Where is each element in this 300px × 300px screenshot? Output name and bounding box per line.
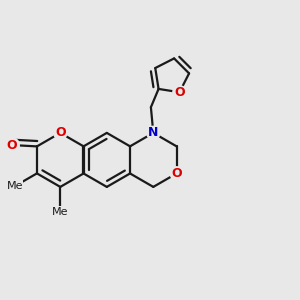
Text: O: O <box>7 139 17 152</box>
Text: Me: Me <box>52 207 68 217</box>
Text: Me: Me <box>7 181 24 191</box>
FancyBboxPatch shape <box>8 180 23 191</box>
Circle shape <box>147 126 160 140</box>
Circle shape <box>5 138 19 152</box>
FancyBboxPatch shape <box>53 206 68 217</box>
Circle shape <box>170 167 183 180</box>
Circle shape <box>54 126 67 140</box>
Text: N: N <box>148 126 158 140</box>
Circle shape <box>173 85 186 99</box>
Text: O: O <box>171 167 182 180</box>
Text: O: O <box>174 86 185 99</box>
Text: O: O <box>55 126 66 140</box>
